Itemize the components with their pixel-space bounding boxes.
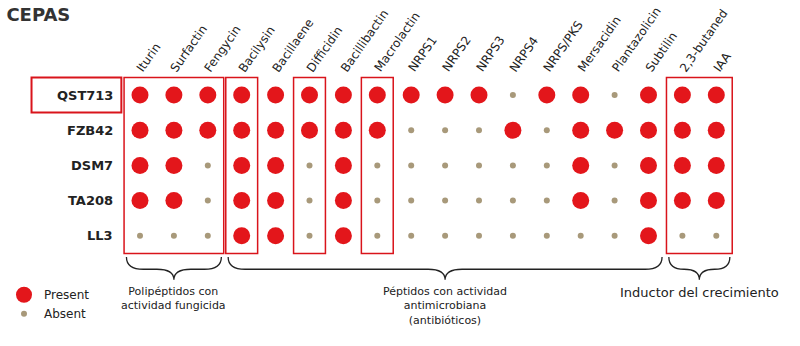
svg-text:Mersacidin: Mersacidin <box>575 13 624 74</box>
svg-text:NRPS4: NRPS4 <box>507 34 541 75</box>
svg-text:Bacillaene: Bacillaene <box>270 16 317 75</box>
svg-text:Difficidin: Difficidin <box>304 24 346 75</box>
svg-text:Subtilin: Subtilin <box>643 29 680 74</box>
svg-text:Iturin: Iturin <box>134 40 164 74</box>
svg-text:FZB42: FZB42 <box>67 123 113 138</box>
svg-text:Polipéptidos conactividad fung: Polipéptidos conactividad fungicida <box>121 285 226 312</box>
svg-text:Bacillibactin: Bacillibactin <box>338 7 391 75</box>
svg-text:NRPS2: NRPS2 <box>439 34 473 75</box>
svg-text:IAA: IAA <box>711 49 735 74</box>
svg-text:Plantazolicin: Plantazolicin <box>609 5 664 75</box>
svg-text:Absent: Absent <box>44 307 86 321</box>
svg-text:NRPS1: NRPS1 <box>405 34 439 75</box>
svg-text:LL3: LL3 <box>87 228 113 243</box>
svg-text:Péptidos con actividadantimicr: Péptidos con actividadantimicrobiana(ant… <box>383 285 507 327</box>
svg-text:TA208: TA208 <box>68 193 113 208</box>
svg-text:NRPS/PKS: NRPS/PKS <box>541 18 586 74</box>
svg-text:CEPAS: CEPAS <box>6 4 70 25</box>
svg-text:Fengycin: Fengycin <box>202 23 244 75</box>
svg-text:QST713: QST713 <box>57 88 113 103</box>
svg-text:Inductor del crecimiento: Inductor del crecimiento <box>620 285 779 300</box>
svg-text:DSM7: DSM7 <box>71 158 113 173</box>
svg-text:Surfactin: Surfactin <box>168 22 210 74</box>
svg-text:Bacilysin: Bacilysin <box>236 23 278 75</box>
svg-text:Present: Present <box>44 288 89 302</box>
svg-text:NRPS3: NRPS3 <box>473 33 507 74</box>
svg-text:Macrolactin: Macrolactin <box>372 9 423 74</box>
svg-text:2,3-butaned: 2,3-butaned <box>677 7 731 75</box>
